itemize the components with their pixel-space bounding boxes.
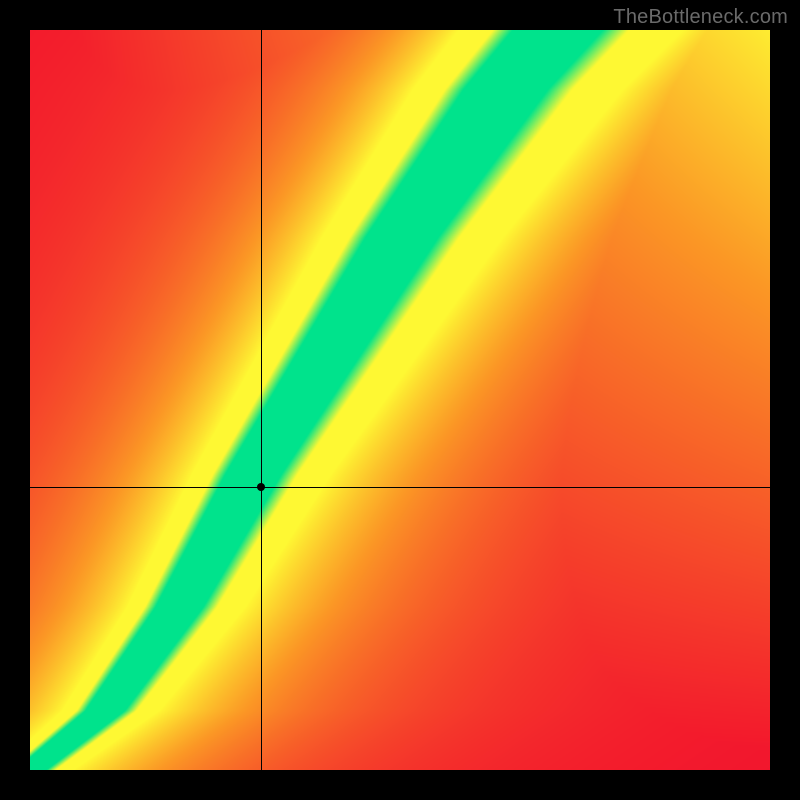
crosshair-horizontal (30, 487, 770, 488)
heatmap-canvas (30, 30, 770, 770)
heatmap-plot (30, 30, 770, 770)
watermark-text: TheBottleneck.com (613, 6, 788, 29)
crosshair-vertical (261, 30, 262, 770)
chart-container: TheBottleneck.com (0, 0, 800, 800)
crosshair-marker-dot (257, 483, 265, 491)
